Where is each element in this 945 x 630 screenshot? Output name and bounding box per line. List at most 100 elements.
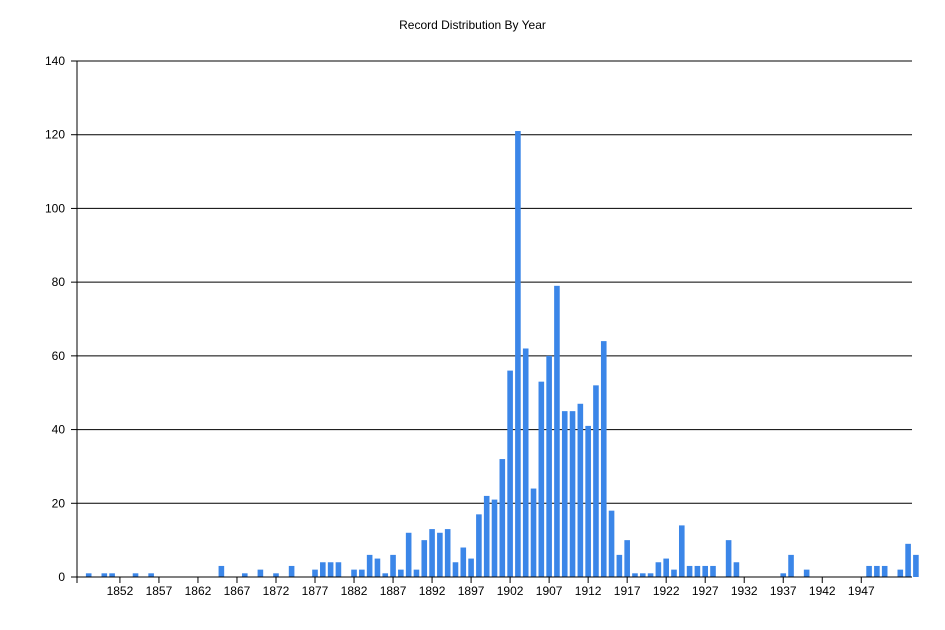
bar: [671, 569, 677, 577]
bar: [616, 554, 623, 577]
x-tick-label: 1862: [185, 584, 212, 598]
bar: [452, 562, 459, 577]
bar: [897, 569, 904, 577]
x-tick-label: 1882: [341, 584, 368, 598]
x-tick-label: 1922: [653, 584, 680, 598]
bar: [132, 573, 139, 577]
bar: [437, 532, 443, 577]
bar: [288, 565, 295, 577]
y-tick-label: 20: [52, 496, 66, 510]
bar: [366, 554, 373, 577]
bar: [515, 131, 521, 577]
chart-title: Record Distribution By Year: [399, 18, 546, 32]
bar: [382, 573, 389, 577]
y-tick-label: 40: [52, 423, 66, 437]
bar: [608, 510, 615, 577]
x-tick-label: 1867: [224, 584, 251, 598]
bar: [507, 370, 513, 577]
bar: [460, 547, 467, 577]
bar: [913, 554, 919, 577]
y-tick-label: 120: [45, 128, 65, 142]
bar: [483, 495, 490, 577]
bar: [647, 573, 654, 577]
bar: [335, 562, 342, 577]
bar: [710, 565, 716, 577]
bar: [694, 565, 701, 577]
y-tick-label: 100: [45, 201, 65, 215]
bar: [585, 425, 591, 577]
bar: [593, 385, 599, 577]
bar: [241, 573, 248, 577]
bar: [639, 573, 646, 577]
y-tick-label: 80: [52, 275, 66, 289]
bar: [273, 573, 279, 577]
bar: [218, 565, 225, 577]
x-tick-label: 1912: [575, 584, 602, 598]
bar: [881, 565, 888, 577]
axes: [71, 60, 912, 583]
x-tick-label: 1877: [302, 584, 329, 598]
x-tick-label: 1917: [614, 584, 641, 598]
bar: [476, 514, 482, 577]
y-tick-label: 140: [45, 54, 65, 68]
bar: [85, 573, 92, 577]
y-tick-label: 0: [58, 570, 65, 584]
bar: [538, 381, 545, 577]
x-tick-label: 1872: [263, 584, 290, 598]
x-tick-label: 1852: [107, 584, 134, 598]
bar: [803, 569, 810, 577]
bar: [499, 459, 506, 577]
bar: [866, 565, 872, 577]
bar: [655, 562, 662, 577]
bar: [374, 558, 381, 577]
bar: [468, 558, 474, 577]
bar: [413, 569, 420, 577]
bar: [733, 562, 740, 577]
bar: [561, 411, 568, 577]
bar: [398, 569, 404, 577]
x-tick-label: 1897: [458, 584, 485, 598]
bar: [546, 355, 552, 577]
bar: [702, 565, 709, 577]
bar: [327, 562, 334, 577]
bar: [905, 543, 911, 577]
bar: [491, 499, 498, 577]
x-tick-label: 1927: [692, 584, 719, 598]
bar: [257, 569, 264, 577]
bar: [624, 540, 630, 577]
bar: [429, 529, 435, 577]
bar: [569, 411, 576, 577]
bar: [320, 562, 326, 577]
bar: [874, 565, 880, 577]
bar: [351, 569, 357, 577]
x-tick-labels: 1852 1857 1862 1867 1872 1877 1882 1887 1892 1897…: [107, 584, 875, 598]
bar: [725, 540, 732, 577]
x-tick-label: 1902: [497, 584, 524, 598]
x-tick-label: 1937: [770, 584, 797, 598]
bar: [421, 540, 428, 577]
bar: [530, 488, 537, 577]
bar: [554, 285, 560, 577]
bar: [359, 569, 365, 577]
bar: [148, 573, 154, 577]
bar: [780, 573, 787, 577]
bar: [600, 341, 607, 577]
bar: [109, 573, 115, 577]
x-tick-label: 1942: [809, 584, 836, 598]
x-tick-label: 1907: [536, 584, 563, 598]
bar: [663, 558, 669, 577]
bar: [101, 573, 108, 577]
bar: [788, 554, 794, 577]
x-tick-label: 1887: [380, 584, 407, 598]
y-tick-labels: 0 20 40 60 80 100 120 140: [45, 54, 65, 584]
x-tick-label: 1892: [419, 584, 446, 598]
x-tick-label: 1857: [146, 584, 173, 598]
bar: [444, 529, 451, 577]
x-tick-label: 1932: [731, 584, 758, 598]
bar: [522, 348, 529, 577]
bar: [312, 569, 318, 577]
bar: [577, 403, 584, 577]
gridlines: [77, 60, 912, 504]
bar: [632, 573, 638, 577]
